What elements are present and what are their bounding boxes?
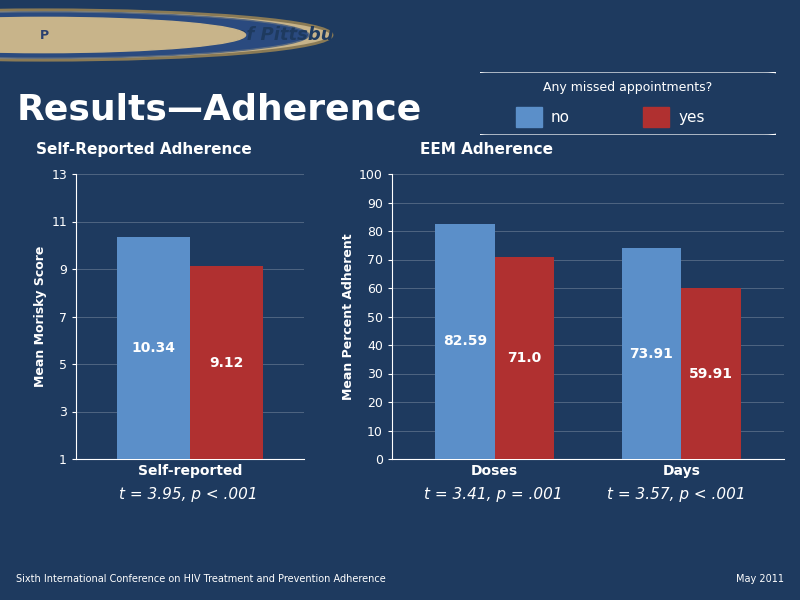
Text: May 2011: May 2011 — [736, 574, 784, 584]
Text: t = 3.41, p = .001: t = 3.41, p = .001 — [424, 487, 563, 503]
Text: 59.91: 59.91 — [690, 367, 734, 380]
Text: 73.91: 73.91 — [630, 347, 674, 361]
Text: EEM Adherence: EEM Adherence — [420, 142, 553, 157]
Y-axis label: Mean Morisky Score: Mean Morisky Score — [34, 246, 47, 387]
Bar — [435, 224, 494, 459]
Text: 71.0: 71.0 — [507, 351, 542, 365]
FancyBboxPatch shape — [471, 71, 782, 136]
Text: Sixth International Conference on HIV Treatment and Prevention Adherence: Sixth International Conference on HIV Tr… — [16, 574, 386, 584]
Bar — [117, 237, 190, 483]
Text: t = 3.95, p < .001: t = 3.95, p < .001 — [118, 487, 258, 503]
Text: no: no — [551, 110, 570, 125]
Text: P: P — [39, 29, 49, 41]
Text: 82.59: 82.59 — [442, 334, 487, 349]
Text: University of Pittsburgh: University of Pittsburgh — [124, 26, 368, 44]
Text: 10.34: 10.34 — [131, 341, 175, 355]
Text: Self-Reported Adherence: Self-Reported Adherence — [36, 142, 252, 157]
Text: 9.12: 9.12 — [210, 356, 244, 370]
Text: School of Nursing: School of Nursing — [578, 26, 758, 44]
Bar — [643, 107, 670, 127]
Text: yes: yes — [678, 110, 705, 125]
Text: Any missed appointments?: Any missed appointments? — [543, 81, 713, 94]
Bar — [622, 248, 682, 459]
Bar — [190, 266, 263, 483]
Bar — [682, 288, 741, 459]
Circle shape — [0, 17, 246, 53]
Bar — [515, 107, 542, 127]
Text: Results—Adherence: Results—Adherence — [16, 93, 422, 127]
Bar — [494, 257, 554, 459]
Text: t = 3.57, p < .001: t = 3.57, p < .001 — [606, 487, 746, 503]
Y-axis label: Mean Percent Adherent: Mean Percent Adherent — [342, 233, 355, 400]
Circle shape — [0, 12, 309, 58]
Circle shape — [0, 10, 332, 60]
